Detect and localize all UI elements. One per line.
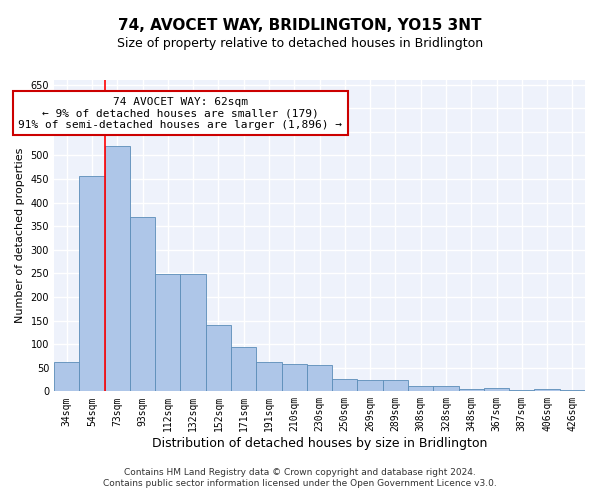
Bar <box>155 274 181 392</box>
Bar <box>256 362 281 392</box>
Bar <box>54 362 79 392</box>
Bar <box>383 380 408 392</box>
Bar <box>181 274 206 392</box>
Bar <box>332 378 358 392</box>
Bar <box>458 389 484 392</box>
Text: 74 AVOCET WAY: 62sqm
← 9% of detached houses are smaller (179)
91% of semi-detac: 74 AVOCET WAY: 62sqm ← 9% of detached ho… <box>19 96 343 130</box>
X-axis label: Distribution of detached houses by size in Bridlington: Distribution of detached houses by size … <box>152 437 487 450</box>
Y-axis label: Number of detached properties: Number of detached properties <box>15 148 25 324</box>
Text: Size of property relative to detached houses in Bridlington: Size of property relative to detached ho… <box>117 38 483 51</box>
Bar <box>307 366 332 392</box>
Bar <box>560 390 585 392</box>
Bar <box>408 386 433 392</box>
Text: Contains HM Land Registry data © Crown copyright and database right 2024.
Contai: Contains HM Land Registry data © Crown c… <box>103 468 497 487</box>
Bar <box>433 386 458 392</box>
Text: 74, AVOCET WAY, BRIDLINGTON, YO15 3NT: 74, AVOCET WAY, BRIDLINGTON, YO15 3NT <box>118 18 482 32</box>
Bar <box>231 348 256 392</box>
Bar <box>130 217 155 392</box>
Bar <box>358 380 383 392</box>
Bar <box>281 364 307 392</box>
Bar <box>206 326 231 392</box>
Bar <box>535 389 560 392</box>
Bar <box>484 388 509 392</box>
Bar <box>79 176 104 392</box>
Bar <box>509 390 535 392</box>
Bar <box>104 146 130 392</box>
